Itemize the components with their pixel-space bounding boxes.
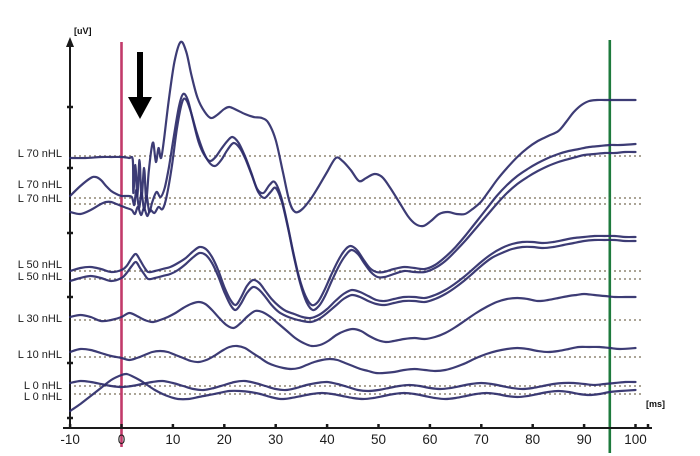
stimulus-arrow-head bbox=[128, 97, 152, 119]
y-axis-arrowhead bbox=[66, 37, 74, 47]
x-tick-label-40: 40 bbox=[319, 432, 335, 447]
x-tick-label-10: 10 bbox=[165, 432, 181, 447]
waveform-trace-2 bbox=[69, 97, 637, 312]
waveform-trace-7 bbox=[69, 379, 637, 393]
x-axis-unit-label: [ms] bbox=[646, 399, 666, 409]
x-tick-label-0: 0 bbox=[117, 432, 126, 447]
waveform-trace-6 bbox=[69, 344, 637, 375]
waveform-trace-5 bbox=[69, 292, 637, 348]
trace-label-8: L 0 nHL bbox=[23, 391, 62, 403]
x-tick-label-60: 60 bbox=[422, 432, 438, 447]
trace-label-6: L 10 nHL bbox=[17, 349, 62, 361]
trace-label-3: L 50 nHL bbox=[17, 259, 62, 271]
waveform-trace-8 bbox=[69, 372, 637, 413]
x-tick-label-100: 100 bbox=[624, 432, 647, 447]
trace-label-4: L 50 nHL bbox=[17, 271, 62, 283]
x-tick-label-20: 20 bbox=[216, 432, 232, 447]
trace-label-0: L 70 nHL bbox=[17, 148, 62, 160]
waveform-trace-1 bbox=[69, 92, 637, 307]
x-tick-label-50: 50 bbox=[370, 432, 387, 447]
x-tick-label-70: 70 bbox=[473, 432, 489, 447]
x-tick-label--10: -10 bbox=[60, 432, 80, 447]
x-tick-label-30: 30 bbox=[268, 432, 284, 447]
trace-label-2: L 70 nHL bbox=[17, 193, 62, 205]
x-tick-label-90: 90 bbox=[576, 432, 592, 447]
trace-label-5: L 30 nHL bbox=[17, 313, 62, 325]
trace-label-1: L 70 nHL bbox=[17, 179, 62, 191]
waveform-trace-4 bbox=[69, 238, 637, 324]
trace-label-7: L 0 nHL bbox=[23, 380, 62, 392]
waveform-trace-3 bbox=[69, 234, 637, 320]
x-tick-label-80: 80 bbox=[525, 432, 541, 447]
y-axis-unit-label: [uV] bbox=[74, 26, 92, 36]
